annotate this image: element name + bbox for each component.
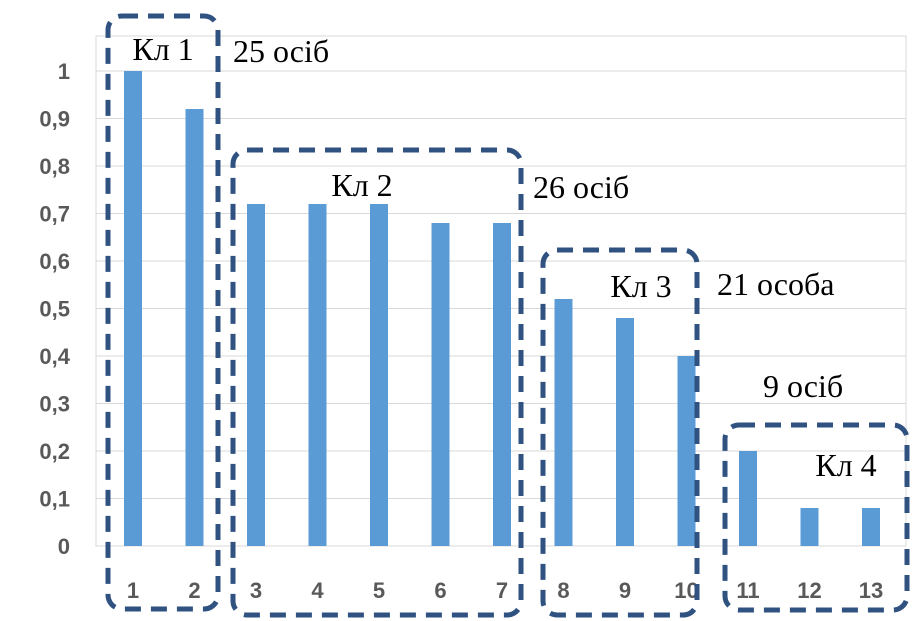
x-tick-label: 8 [557, 578, 569, 603]
x-tick-label: 2 [188, 578, 200, 603]
y-tick-label: 0,6 [39, 249, 70, 274]
y-tick-label: 0,4 [39, 344, 70, 369]
cluster-name-label: Кл 2 [331, 167, 392, 203]
bar-7 [493, 223, 511, 546]
cluster-box-1 [105, 13, 221, 612]
cluster-count-label: 26 осіб [533, 169, 629, 205]
x-tick-label: 4 [311, 578, 324, 603]
bar-12 [800, 508, 819, 546]
y-tick-label: 0,7 [39, 202, 70, 227]
cluster-box-4 [722, 422, 910, 613]
cluster-name-label: Кл 1 [132, 31, 193, 67]
bar-2 [185, 109, 204, 546]
x-tick-label: 5 [373, 578, 385, 603]
x-tick-label: 9 [619, 578, 631, 603]
bar-3 [247, 204, 265, 546]
cluster-count-label: 25 осіб [233, 33, 329, 69]
cluster-count-label: 21 особа [717, 266, 834, 302]
cluster-boxes [105, 13, 910, 618]
cluster-box-3 [540, 247, 700, 618]
bar-6 [431, 223, 450, 546]
x-tick-label: 7 [496, 578, 508, 603]
x-tick-label: 3 [250, 578, 262, 603]
bar-8 [554, 299, 573, 546]
y-axis-ticks: 0 0,1 0,2 0,3 0,4 0,5 0,6 0,7 0,8 0,9 1 [39, 59, 70, 559]
x-axis-ticks: 1 2 3 4 5 6 7 8 9 10 11 12 13 [127, 578, 883, 603]
cluster-box-2 [230, 147, 524, 618]
y-tick-label: 0,5 [39, 297, 70, 322]
y-tick-label: 1 [58, 59, 70, 84]
y-tick-label: 0,2 [39, 439, 70, 464]
cluster-labels: Кл 1 25 осіб Кл 2 26 осіб Кл 3 21 особа Кл 4 9 … [132, 31, 876, 483]
bars [124, 71, 880, 546]
cluster-name-label: Кл 4 [815, 447, 876, 483]
bar-11 [739, 451, 757, 546]
x-tick-label: 1 [127, 578, 139, 603]
y-tick-label: 0,1 [39, 487, 70, 512]
bar-13 [862, 508, 880, 546]
x-tick-label: 12 [797, 578, 821, 603]
y-tick-label: 0 [58, 534, 70, 559]
y-tick-label: 0,8 [39, 154, 70, 179]
bar-1 [124, 71, 142, 546]
y-tick-label: 0,3 [39, 392, 70, 417]
bar-10 [677, 356, 696, 546]
cluster-name-label: Кл 3 [610, 268, 671, 304]
y-tick-label: 0,9 [39, 107, 70, 132]
x-tick-label: 6 [434, 578, 446, 603]
cluster-count-label: 9 осіб [763, 368, 843, 404]
x-tick-label: 11 [736, 578, 759, 603]
bar-9 [616, 318, 634, 546]
bar-4 [308, 204, 327, 546]
x-tick-label: 13 [859, 578, 883, 603]
bar-5 [370, 204, 388, 546]
